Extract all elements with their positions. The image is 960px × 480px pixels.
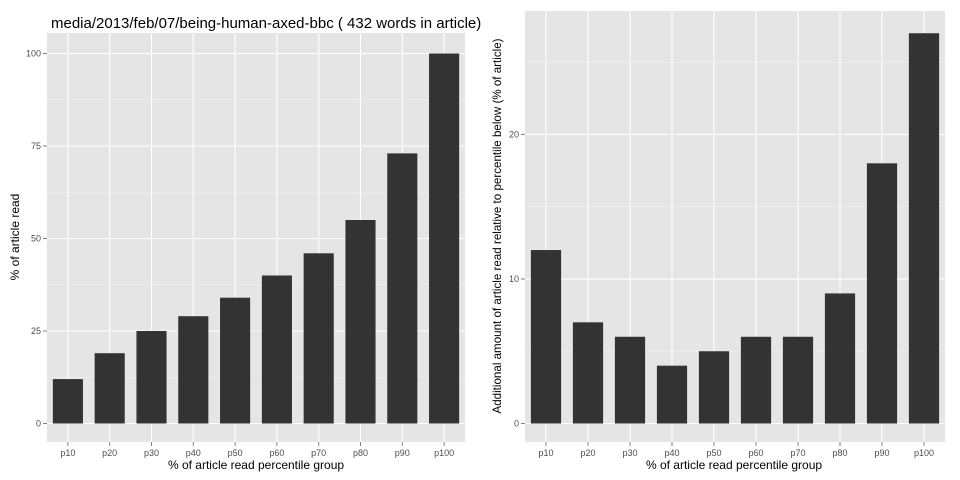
- x-tick-label: p10: [538, 448, 553, 458]
- x-tick-label: p50: [228, 448, 243, 458]
- x-tick-label: p20: [102, 448, 117, 458]
- x-axis-title: % of article read percentile group: [168, 458, 344, 472]
- x-tick-label: p40: [186, 448, 201, 458]
- x-tick-label: p90: [395, 448, 410, 458]
- bar-p20: [94, 353, 125, 424]
- y-tick-label: 20: [509, 129, 519, 139]
- y-tick-label: 0: [36, 419, 41, 429]
- x-tick-label: p40: [664, 448, 679, 458]
- bar-p20: [572, 322, 604, 424]
- bar-p40: [656, 365, 688, 424]
- bar-p70: [782, 336, 814, 424]
- y-axis-ticks: 0 25 50 75 100: [26, 49, 47, 429]
- bar-p10: [530, 250, 562, 424]
- y-axis-ticks: 0 10 20: [509, 129, 525, 429]
- bar-p80: [824, 293, 856, 424]
- x-tick-label: p100: [434, 448, 454, 458]
- bars: [52, 53, 460, 424]
- y-tick-label: 75: [31, 141, 41, 151]
- bar-p50: [698, 351, 730, 424]
- chart-title: media/2013/feb/07/being-human-axed-bbc (…: [51, 15, 481, 32]
- bar-p90: [866, 163, 898, 424]
- bar-p100: [429, 53, 460, 424]
- y-tick-label: 0: [514, 419, 519, 429]
- bar-p60: [261, 275, 292, 424]
- x-tick-label: p60: [269, 448, 284, 458]
- x-tick-label: p10: [60, 448, 75, 458]
- x-tick-label: p30: [144, 448, 159, 458]
- bar-p60: [740, 336, 772, 424]
- bar-p100: [908, 33, 940, 424]
- y-tick-label: 50: [31, 234, 41, 244]
- y-tick-label: 10: [509, 274, 519, 284]
- y-tick-label: 25: [31, 326, 41, 336]
- x-tick-label: p80: [353, 448, 368, 458]
- y-axis-title: % of article read: [8, 194, 22, 281]
- bar-p80: [345, 220, 376, 424]
- x-axis-ticks: p10 p20 p30 p40 p50 p60 p70 p80 p90 p100: [538, 442, 934, 458]
- bar-p30: [136, 331, 167, 424]
- x-tick-label: p50: [706, 448, 721, 458]
- x-axis-ticks: p10 p20 p30 p40 p50 p60 p70 p80 p90 p100: [60, 442, 454, 458]
- x-tick-label: p30: [622, 448, 637, 458]
- x-tick-label: p70: [790, 448, 805, 458]
- x-axis-title: % of article read percentile group: [646, 458, 822, 472]
- x-tick-label: p70: [311, 448, 326, 458]
- x-tick-label: p90: [874, 448, 889, 458]
- x-tick-label: p100: [914, 448, 934, 458]
- bar-p70: [303, 253, 334, 424]
- x-tick-label: p60: [748, 448, 763, 458]
- bar-p40: [178, 316, 209, 424]
- chart-left: media/2013/feb/07/being-human-axed-bbc (…: [8, 15, 481, 472]
- bar-p90: [387, 153, 418, 424]
- x-tick-label: p20: [580, 448, 595, 458]
- bar-p30: [614, 336, 646, 424]
- chart-right: 0 10 20 p10 p20 p30 p40 p50 p60 p70 p80 p90 p100 % …: [491, 11, 945, 472]
- bar-p50: [220, 297, 251, 424]
- bar-p10: [52, 379, 83, 424]
- bars: [530, 33, 940, 424]
- x-tick-label: p80: [832, 448, 847, 458]
- y-tick-label: 100: [26, 49, 41, 59]
- y-axis-title: Additional amount of article read relati…: [491, 38, 504, 413]
